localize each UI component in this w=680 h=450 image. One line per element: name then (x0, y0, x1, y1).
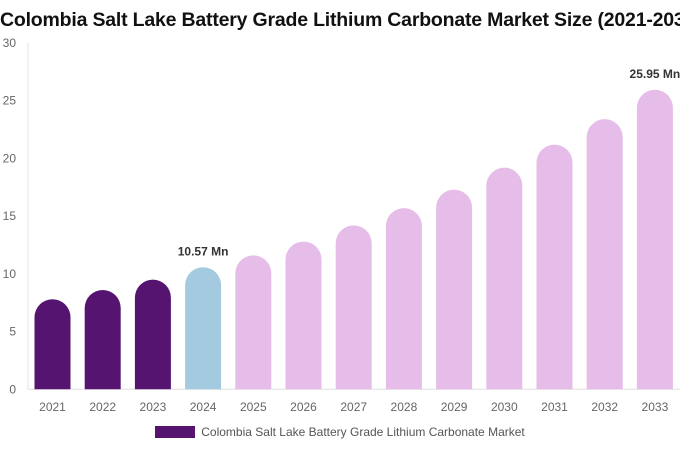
data-label: 25.95 Mn (630, 67, 680, 81)
legend-swatch (155, 426, 196, 438)
chart-title: Colombia Salt Lake Battery Grade Lithium… (0, 9, 680, 31)
y-tick-label: 30 (3, 36, 17, 50)
bar-2022 (84, 290, 121, 390)
x-tick-label: 2026 (290, 400, 317, 414)
bar-2033 (636, 89, 673, 390)
legend-label: Colombia Salt Lake Battery Grade Lithium… (201, 425, 525, 439)
legend: Colombia Salt Lake Battery Grade Lithium… (0, 425, 680, 439)
bar-2029 (436, 189, 473, 390)
x-tick-label: 2027 (340, 400, 367, 414)
bar-2023 (134, 279, 171, 390)
bar-2024 (185, 267, 222, 390)
x-tick-label: 2023 (140, 400, 167, 414)
x-tick-label: 2024 (190, 400, 217, 414)
y-tick-label: 25 (3, 94, 17, 108)
x-tick-label: 2031 (541, 400, 568, 414)
bar-2032 (586, 119, 623, 390)
y-tick-label: 10 (3, 267, 17, 281)
x-tick-label: 2029 (441, 400, 468, 414)
bar-2021 (34, 299, 71, 390)
x-tick-label: 2021 (39, 400, 66, 414)
data-label: 10.57 Mn (178, 244, 229, 258)
y-tick-label: 15 (3, 209, 17, 223)
x-tick-label: 2025 (240, 400, 267, 414)
bar-2026 (285, 241, 322, 390)
bar-2028 (385, 208, 422, 390)
bar-2027 (335, 225, 372, 390)
x-tick-label: 2022 (89, 400, 116, 414)
x-tick-label: 2028 (391, 400, 418, 414)
bar-2031 (536, 144, 573, 390)
x-tick-label: 2032 (591, 400, 618, 414)
y-tick-label: 20 (3, 151, 17, 165)
bar-2030 (486, 167, 523, 390)
y-tick-label: 0 (9, 382, 16, 396)
y-tick-label: 5 (9, 325, 16, 339)
bar-2025 (235, 255, 272, 390)
x-tick-label: 2030 (491, 400, 518, 414)
x-tick-label: 2033 (642, 400, 669, 414)
